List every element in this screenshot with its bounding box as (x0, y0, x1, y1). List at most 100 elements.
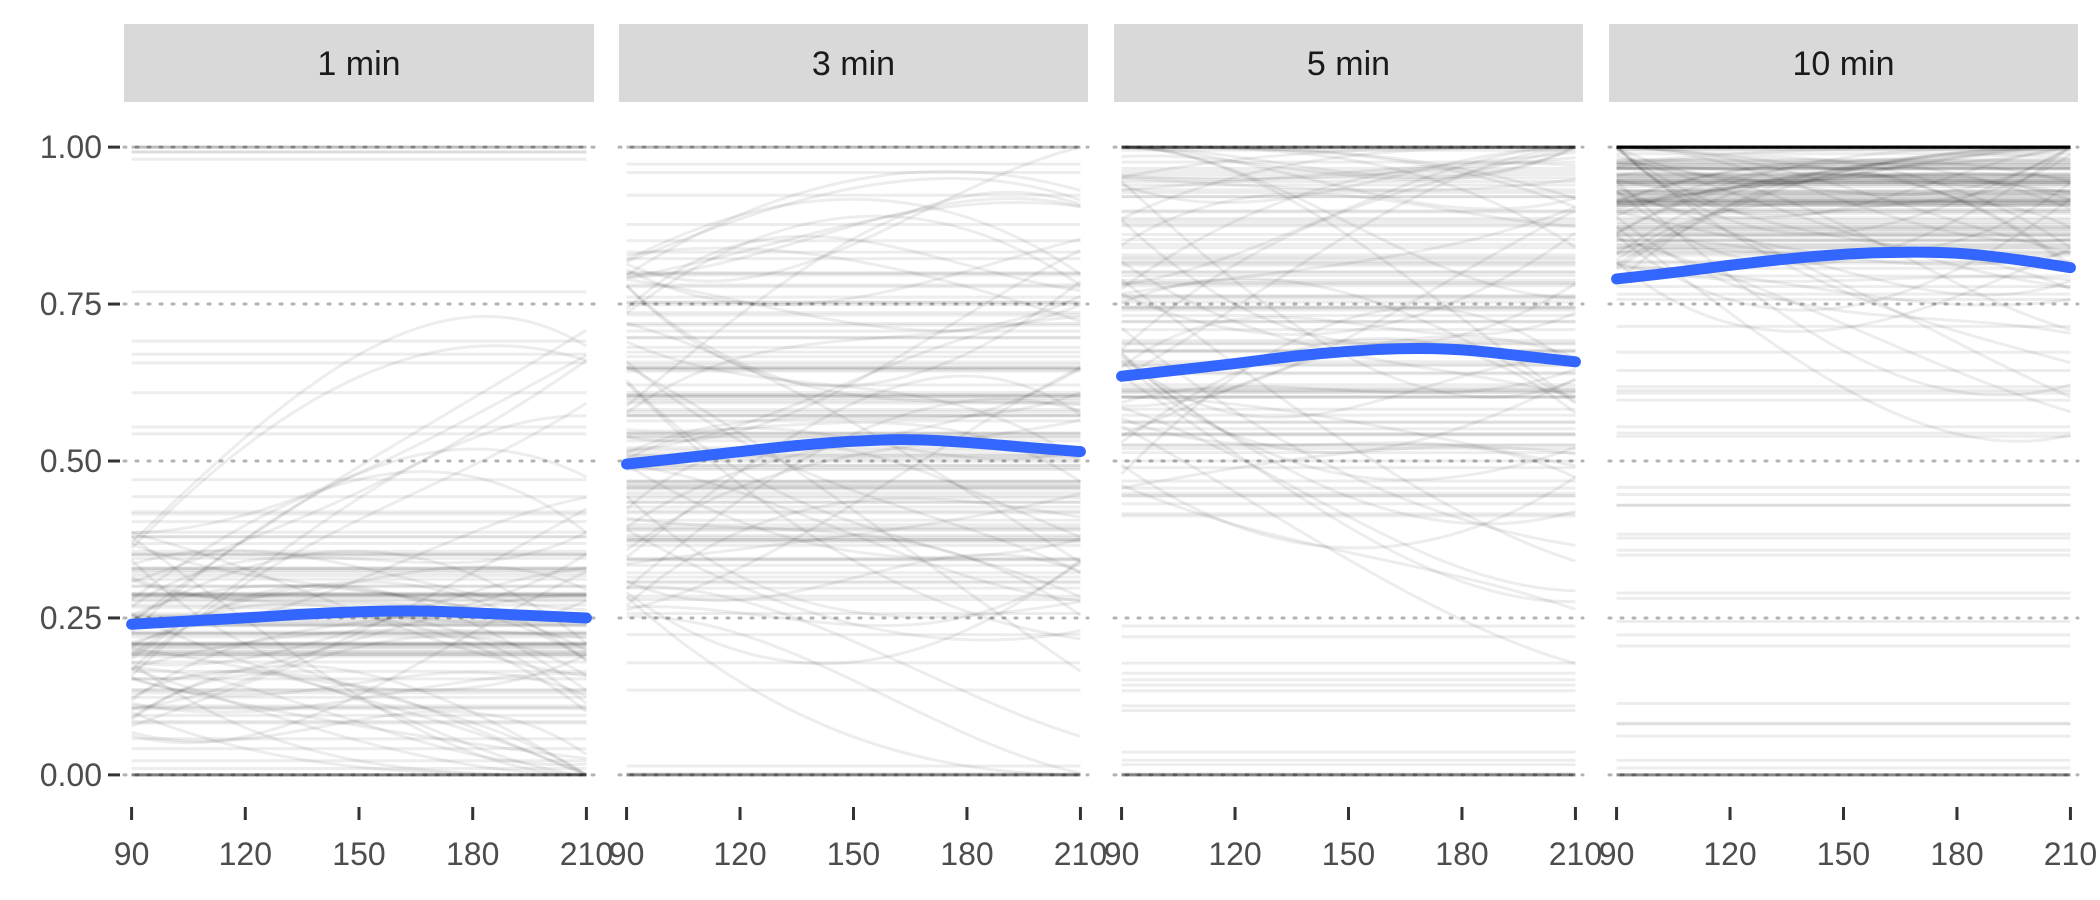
individual-curve (1121, 145, 1577, 249)
x-tick-label: 180 (1930, 836, 1983, 872)
individual-curve (1121, 156, 1576, 182)
individual-curve (626, 492, 1081, 566)
x-tick-label: 90 (1599, 836, 1635, 872)
individual-curve (1121, 151, 1576, 192)
individual-curve (1120, 276, 1577, 405)
x-tick-label: 90 (609, 836, 645, 872)
individual-curve (1120, 311, 1577, 369)
individual-curve (1615, 185, 2072, 229)
individual-curve (1615, 153, 2072, 262)
individual-curve (130, 414, 587, 660)
individual-curve (1121, 145, 1576, 205)
individual-curve (625, 391, 1081, 455)
mean-line (1611, 246, 2076, 285)
facet-panel: 3 min 90 120 150 180 210 (609, 24, 1107, 872)
individual-curve (1120, 180, 1577, 399)
individual-curve (131, 507, 588, 711)
individual-curve (625, 237, 1081, 307)
x-tick-label: 180 (1435, 836, 1488, 872)
individual-curve (625, 528, 1081, 642)
individual-curve (1121, 176, 1576, 192)
individual-curve (131, 710, 587, 777)
individual-trajectories (625, 145, 1082, 777)
individual-curve (1616, 172, 2071, 205)
individual-curve (130, 612, 588, 777)
individual-curve (625, 381, 1081, 641)
facet-strip (619, 24, 1088, 102)
individual-curve (1616, 164, 2072, 270)
individual-curve (130, 661, 587, 777)
mean-line (1116, 342, 1581, 382)
x-tick-label: 120 (219, 836, 272, 872)
individual-curve (1615, 197, 2072, 312)
individual-curve (130, 447, 588, 633)
x-tick-label: 210 (1054, 836, 1107, 872)
individual-curve (1120, 145, 1576, 351)
individual-curve (131, 647, 588, 692)
individual-curve (625, 294, 1082, 415)
individual-curve (626, 197, 1081, 280)
facet-strip (1609, 24, 2078, 102)
individual-curve (130, 558, 588, 777)
individual-curve (625, 418, 1081, 552)
individual-trajectories (1615, 145, 2072, 777)
individual-curve (131, 593, 587, 681)
individual-curve (131, 359, 588, 584)
y-tick-label: 0.00 (40, 757, 102, 793)
facet-strip-label: 5 min (1307, 45, 1390, 83)
individual-curve (130, 535, 587, 777)
x-tick-label: 210 (2044, 836, 2097, 872)
individual-curve (625, 374, 1082, 559)
individual-curve (1615, 173, 2072, 267)
individual-curve (625, 463, 1081, 560)
individual-curve (130, 328, 588, 624)
individual-curve (1616, 145, 2071, 207)
individual-curve (625, 379, 1082, 599)
individual-curve (1121, 145, 1577, 179)
x-tick-label: 180 (940, 836, 993, 872)
individual-curve (1615, 215, 2071, 335)
facet-panel: 1 min 90 120 150 180 210 (114, 24, 613, 872)
individual-curve (1121, 406, 1576, 593)
x-tick-label: 210 (1549, 836, 1602, 872)
x-tick-label: 90 (114, 836, 150, 872)
individual-curve (626, 248, 1082, 443)
individual-curve (131, 354, 588, 535)
individual-curve (1615, 145, 2071, 235)
individual-curve (626, 585, 1081, 738)
individual-curve (1120, 424, 1576, 666)
individual-curve (626, 560, 1082, 628)
individual-curve (1120, 161, 1576, 291)
individual-curve (130, 672, 587, 777)
individual-curve (1120, 463, 1577, 550)
individual-curve (1615, 247, 2072, 333)
individual-trajectories (1120, 145, 1577, 777)
individual-curve (1120, 145, 1576, 221)
individual-curve (131, 548, 587, 612)
mean-line (126, 605, 592, 630)
facet-strip-label: 1 min (317, 45, 400, 83)
individual-curve (131, 576, 588, 662)
individual-curve (1616, 236, 2071, 414)
individual-curve (625, 558, 1082, 665)
individual-curve (1121, 145, 1576, 287)
individual-curve (1616, 145, 2071, 244)
individual-curve (625, 360, 1082, 574)
y-tick-label: 0.75 (40, 286, 102, 322)
individual-curve (625, 442, 1081, 539)
x-tick-label: 90 (1104, 836, 1140, 872)
individual-curve (625, 169, 1081, 277)
individual-curve (1616, 154, 2072, 249)
individual-curve (1120, 306, 1577, 476)
individual-curve (1615, 154, 2071, 267)
individual-curve (1616, 145, 2071, 255)
individual-trajectories (130, 145, 588, 777)
individual-curve (625, 280, 1082, 388)
x-tick-label: 120 (1208, 836, 1261, 872)
mean-line (621, 434, 1086, 470)
individual-curve (1120, 416, 1577, 479)
individual-curve (131, 672, 587, 714)
individual-curve (625, 145, 1081, 283)
individual-curve (1120, 351, 1576, 419)
individual-curve (1120, 231, 1577, 337)
